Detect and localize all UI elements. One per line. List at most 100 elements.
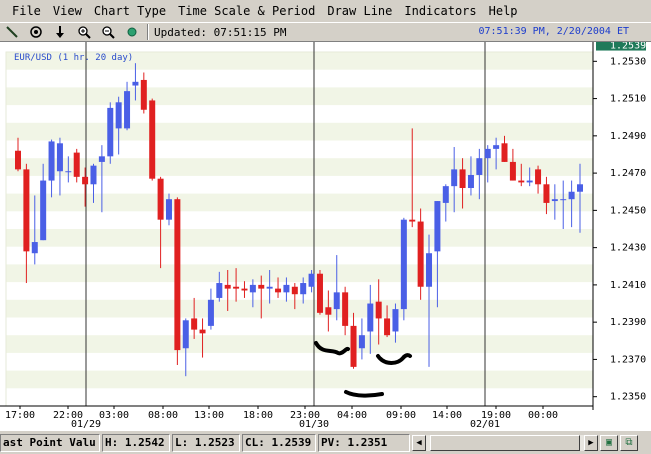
candle-body	[40, 180, 47, 241]
time-tick-label: 18:00	[243, 410, 273, 421]
time-tick-label: 04:00	[337, 410, 367, 421]
candle-body	[325, 307, 332, 315]
price-axis-bg	[593, 42, 651, 430]
price-tick-label: 1.2370	[610, 354, 646, 365]
status-bar: ast Point Valu H: 1.2542 L: 1.2523 CL: 1…	[0, 430, 651, 454]
candle-body	[283, 284, 290, 293]
annotation-scribble	[344, 390, 384, 398]
menu-help[interactable]: Help	[488, 4, 518, 18]
price-tick-label: 1.2430	[610, 243, 646, 254]
candle-body	[551, 199, 558, 202]
candle-body	[191, 318, 198, 330]
scroll-track[interactable]	[426, 434, 584, 451]
candle-body	[275, 288, 282, 293]
candle-body	[207, 299, 214, 326]
candle-body	[409, 219, 416, 222]
time-tick-label: 13:00	[194, 410, 224, 421]
candle-body	[342, 292, 349, 326]
candle-body	[216, 283, 223, 298]
candle-body	[560, 199, 567, 201]
menu-time-scale[interactable]: Time Scale & Period	[178, 4, 316, 18]
chart-band	[6, 335, 593, 353]
candle-body	[291, 286, 298, 295]
candle-body	[98, 156, 105, 162]
candle-body	[107, 107, 114, 157]
price-tick-label: 1.2350	[610, 392, 646, 403]
scroll-right-button[interactable]: ▶	[584, 434, 598, 451]
candle-body	[358, 335, 365, 349]
scroll-left-button[interactable]: ◀	[412, 434, 426, 451]
candle-body	[434, 201, 441, 252]
candle-body	[132, 81, 139, 86]
candle-body	[467, 174, 474, 189]
time-tick-label: 09:00	[386, 410, 416, 421]
zoom-out-icon[interactable]	[96, 23, 120, 41]
candle-body	[350, 325, 357, 367]
candle-body	[316, 273, 323, 313]
chart-band	[6, 229, 593, 247]
candle-body	[73, 152, 80, 177]
candle-body	[484, 148, 491, 159]
candle-body	[392, 309, 399, 332]
chart-band	[6, 299, 593, 318]
candle-body	[15, 150, 21, 170]
candle-body	[333, 292, 340, 310]
price-tick-label: 1.2490	[610, 131, 646, 142]
cascade-icon[interactable]: ⧉	[620, 434, 638, 451]
menu-view[interactable]: View	[52, 4, 82, 18]
candle-body	[82, 176, 89, 185]
time-tick-label: 03:00	[99, 410, 129, 421]
candle-body	[165, 199, 172, 220]
close-value: CL: 1.2539	[242, 433, 316, 452]
record-icon[interactable]	[120, 23, 144, 41]
chart-band	[6, 264, 593, 283]
scroll-thumb[interactable]	[430, 434, 580, 451]
candle-body	[124, 91, 131, 129]
zoom-in-icon[interactable]	[72, 23, 96, 41]
menu-file[interactable]: File	[12, 4, 41, 18]
candle-body	[182, 320, 189, 349]
candle-body	[375, 301, 382, 319]
price-tick-label: 1.2470	[610, 168, 646, 179]
chart-band	[6, 370, 593, 389]
candle-body	[367, 303, 374, 332]
candle-body	[23, 169, 30, 252]
time-tick-label: 17:00	[5, 410, 35, 421]
candle-body	[426, 253, 433, 287]
menu-chart-type[interactable]: Chart Type	[93, 4, 167, 18]
price-tick-label: 1.2530	[610, 56, 646, 67]
candle-body	[476, 158, 483, 175]
price-axis: 1.2530 1.2510 1.2490 1.2470 1.2450 1.2430 1.24…	[592, 38, 651, 430]
window-icon[interactable]: ▣	[600, 434, 618, 451]
pv-value: PV: 1.2351	[318, 433, 410, 452]
time-tick-label: 00:00	[528, 410, 558, 421]
candle-body	[31, 242, 38, 254]
candle-body	[417, 221, 424, 287]
time-tick-label: 19:00	[481, 410, 511, 421]
price-chart[interactable]: 1.2530 1.2510 1.2490 1.2470 1.2450 1.2430 1.24…	[0, 38, 651, 430]
line-draw-icon[interactable]	[0, 23, 24, 41]
candle-body	[266, 286, 273, 289]
menu-indicators[interactable]: Indicators	[404, 4, 477, 18]
target-icon[interactable]	[24, 23, 48, 41]
menu-bar: File View Chart Type Time Scale & Period…	[0, 0, 651, 22]
candle-body	[140, 79, 147, 110]
candle-body	[535, 169, 542, 185]
candle-body	[65, 171, 72, 173]
date-label: 01/30	[299, 419, 329, 430]
candle-body	[501, 143, 508, 162]
candle-body	[568, 191, 575, 200]
candle-body	[300, 283, 307, 295]
time-tick-label: 14:00	[432, 410, 462, 421]
time-tick-label: 08:00	[148, 410, 178, 421]
arrow-down-icon[interactable]	[48, 23, 72, 41]
drawn-annotations	[314, 341, 412, 398]
candle-body	[400, 219, 407, 310]
candle-body	[199, 329, 206, 334]
menu-draw-line[interactable]: Draw Line	[327, 4, 393, 18]
candle-body	[249, 284, 256, 293]
candle-body	[56, 143, 63, 172]
candle-body	[241, 288, 248, 291]
chart-title: EUR/USD (1 hr. 20 day)	[14, 53, 133, 63]
date-label: 02/01	[470, 419, 500, 430]
